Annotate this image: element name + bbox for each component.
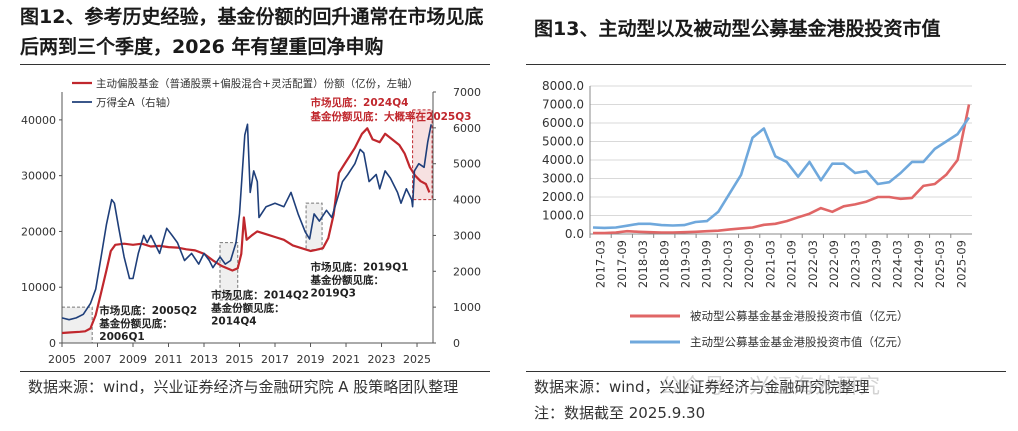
right-axis-tick-label: 2000 xyxy=(453,265,481,278)
annotation-text: 市场见底：2014Q2 xyxy=(211,288,309,301)
left-axis-tick-label: 20000 xyxy=(21,225,56,238)
legend-label-fund-shares: 主动偏股基金（普通股票+偏股混合+灵活配置）份额（亿份，左轴） xyxy=(96,77,418,90)
x-axis-tick-label: 2019-03 xyxy=(679,240,693,288)
y-axis-tick-label: 6000.0 xyxy=(542,116,584,130)
legend-label-passive: 被动型公募基金基金港股投资市值（亿元） xyxy=(690,309,909,323)
x-axis-tick-label: 2015 xyxy=(226,353,254,366)
left-figure: 图12、参考历史经验，基金份额的回升通常在市场见底后两到三个季度，2026 年有… xyxy=(0,0,505,431)
passive-funds-line xyxy=(593,104,971,235)
x-axis-tick-label: 2021-03 xyxy=(763,240,777,288)
wind-all-a-line xyxy=(61,123,432,321)
x-axis-tick-label: 2019-09 xyxy=(700,240,714,288)
bottom-highlight-box xyxy=(219,242,239,301)
x-axis-tick-label: 2019 xyxy=(297,353,325,366)
y-axis-tick-label: 7000.0 xyxy=(542,98,584,112)
x-axis-tick-label: 2013 xyxy=(190,353,218,366)
y-axis-tick-label: 0.0 xyxy=(565,227,584,241)
left-axis-tick-label: 40000 xyxy=(21,114,56,127)
y-axis-tick-label: 1000.0 xyxy=(542,209,584,223)
figure12-title: 图12、参考历史经验，基金份额的回升通常在市场见底后两到三个季度，2026 年有… xyxy=(20,6,484,58)
annotation-text: 基金份额见底： xyxy=(98,317,173,330)
x-axis-tick-label: 2017-09 xyxy=(615,240,629,288)
x-axis-tick-label: 2023-03 xyxy=(848,240,862,288)
figure13-source: 数据来源：wind，兴业证券经济与金融研究院整理 xyxy=(534,378,870,396)
y-axis-tick-label: 8000.0 xyxy=(542,79,584,93)
x-axis-tick-label: 2025-03 xyxy=(933,240,947,288)
annotation-text: 市场见底：2019Q1 xyxy=(311,260,409,273)
x-axis-tick-label: 2025 xyxy=(403,353,431,366)
title-rule xyxy=(526,64,1006,65)
x-axis-tick-label: 2005 xyxy=(48,353,76,366)
source-rule xyxy=(20,371,490,372)
right-axis-tick-label: 3000 xyxy=(453,229,481,242)
bottom-highlight-box xyxy=(305,202,323,251)
right-axis-tick-label: 0 xyxy=(453,337,460,350)
active-funds-line xyxy=(592,116,971,230)
y-axis-tick-label: 3000.0 xyxy=(542,172,584,186)
x-axis-tick-label: 2024-03 xyxy=(891,240,905,288)
x-axis-tick-label: 2020-03 xyxy=(721,240,735,288)
right-axis-tick-label: 1000 xyxy=(453,301,481,314)
title-rule xyxy=(20,64,490,65)
legend-label-active: 主动型公募基金基金港股投资市值（亿元） xyxy=(690,335,909,349)
annotation-text: 市场见底：2005Q2 xyxy=(99,304,197,317)
right-axis-tick-label: 5000 xyxy=(453,158,481,171)
fund-shares-line xyxy=(61,127,431,335)
annotation-text: 2014Q4 xyxy=(211,315,256,327)
legend-label-wind-all-a: 万得全A（右轴） xyxy=(96,96,177,109)
annotation-text: 2019Q3 xyxy=(311,287,356,299)
source-rule xyxy=(526,371,1006,372)
x-axis-tick-label: 2025-09 xyxy=(954,240,968,288)
annotation-text: 基金份额见底： xyxy=(310,273,385,286)
figure13-chart: 0.0 1000.0 2000.0 3000.0 4000.0 5000.0 6000.0 7… xyxy=(542,79,972,349)
left-axis-tick-label: 30000 xyxy=(21,170,56,183)
y-axis-tick-label: 5000.0 xyxy=(542,135,584,149)
figure12-source: 数据来源：wind，兴业证券经济与金融研究院 A 股策略团队整理 xyxy=(28,378,459,396)
right-axis-tick-label: 7000 xyxy=(453,86,481,99)
x-axis-tick-label: 2022-09 xyxy=(827,240,841,288)
figure13-title: 图13、主动型以及被动型公募基金港股投资市值 xyxy=(534,18,941,40)
x-axis-tick-label: 2011 xyxy=(155,353,183,366)
left-axis-tick-label: 0 xyxy=(49,337,56,350)
recent-highlight-box xyxy=(412,109,433,201)
annotation-text: 基金份额见底： xyxy=(210,301,285,314)
annotation-text: 市场见底：2024Q4 xyxy=(311,96,409,109)
watermark: 公众号 · 兴证海外研究 xyxy=(660,374,882,398)
x-axis-tick-label: 2021-09 xyxy=(785,240,799,288)
x-axis-tick-label: 2018-09 xyxy=(657,240,671,288)
x-axis-tick-label: 2023 xyxy=(368,353,396,366)
left-axis-tick-label: 10000 xyxy=(21,281,56,294)
x-axis-tick-label: 2017 xyxy=(261,353,289,366)
x-axis-tick-label: 2024-09 xyxy=(912,240,926,288)
x-axis-tick-label: 2022-03 xyxy=(806,240,820,288)
x-axis-tick-label: 2007 xyxy=(84,353,112,366)
annotation-text: 基金份额见底：大概率在2025Q3 xyxy=(310,110,472,123)
annotation-text: 2006Q1 xyxy=(99,331,144,343)
x-axis-tick-label: 2009 xyxy=(119,353,147,366)
right-axis-tick-label: 6000 xyxy=(453,122,481,135)
right-figure: 图13、主动型以及被动型公募基金港股投资市值 0.0 1000.0 2000.0 30… xyxy=(520,0,1018,431)
figure13-note: 注：数据截至 2025.9.30 xyxy=(534,404,706,422)
figure12-chart: 0 10000 20000 30000 40000 0 1000 2000 3000 4000 50… xyxy=(21,77,481,366)
x-axis-tick-label: 2021 xyxy=(332,353,360,366)
right-axis-tick-label: 4000 xyxy=(453,194,481,207)
x-axis-tick-label: 2018-03 xyxy=(636,240,650,288)
x-axis-tick-label: 2017-03 xyxy=(594,240,608,288)
bottom-highlight-box xyxy=(61,306,93,344)
x-axis-tick-label: 2023-09 xyxy=(870,240,884,288)
y-axis-tick-label: 4000.0 xyxy=(542,153,584,167)
y-axis-tick-label: 2000.0 xyxy=(542,190,584,204)
x-axis-tick-label: 2020-09 xyxy=(742,240,756,288)
